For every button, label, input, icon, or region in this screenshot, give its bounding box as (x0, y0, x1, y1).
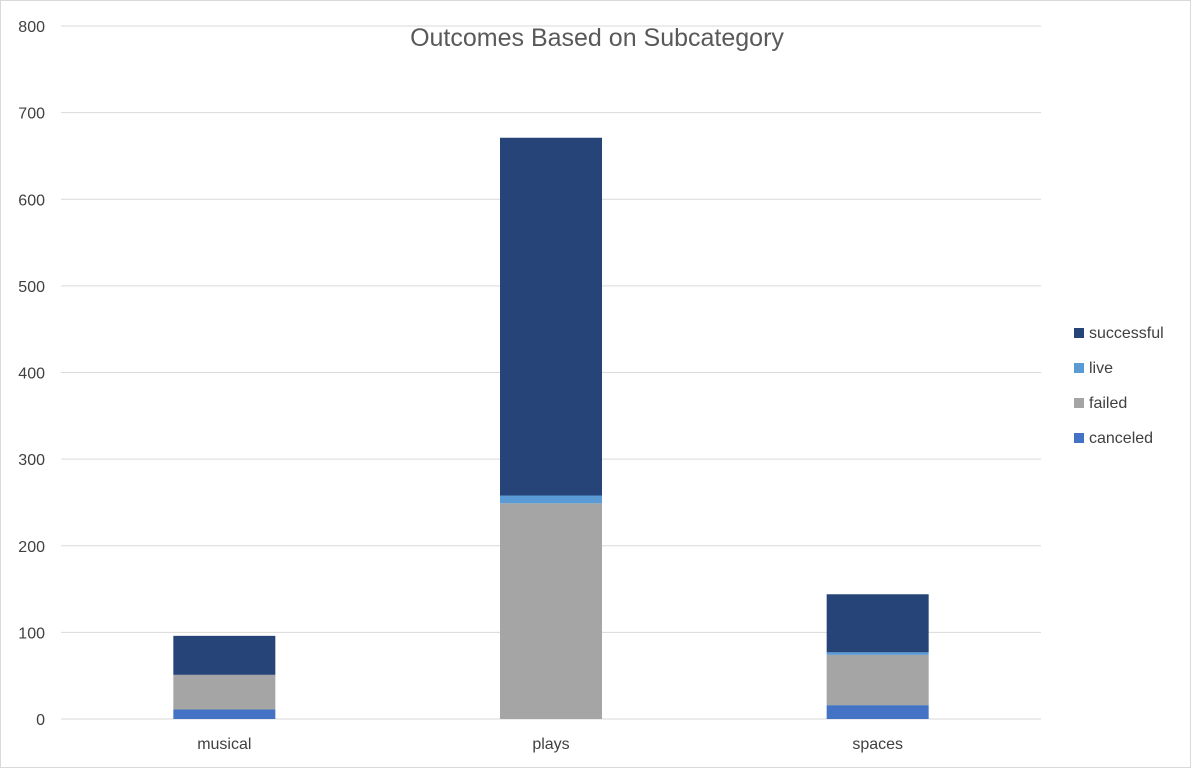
legend-swatch-successful (1074, 328, 1084, 338)
x-tick-label: spaces (852, 736, 903, 753)
bar-musical-failed (173, 674, 276, 710)
bar-spaces-failed (826, 654, 929, 706)
legend-label-failed: failed (1089, 395, 1127, 412)
bar-spaces-live (826, 652, 929, 655)
legend-swatch-canceled (1074, 433, 1084, 443)
bars (173, 137, 929, 719)
bar-plays-live (500, 495, 602, 504)
y-tick-label: 200 (18, 539, 45, 556)
legend-swatch-live (1074, 363, 1084, 373)
bar-spaces-canceled (826, 705, 929, 719)
y-axis: 0 100 200 300 400 500 600 700 800 (18, 19, 45, 729)
y-tick-label: 0 (36, 712, 45, 729)
bar-plays-successful (500, 137, 602, 496)
y-tick-label: 300 (18, 452, 45, 469)
x-tick-label: musical (197, 736, 251, 753)
y-tick-label: 600 (18, 192, 45, 209)
chart-title: Outcomes Based on Subcategory (410, 24, 784, 52)
y-tick-label: 400 (18, 366, 45, 383)
legend-label-live: live (1089, 360, 1113, 377)
y-tick-label: 100 (18, 625, 45, 642)
x-tick-label: plays (532, 736, 569, 753)
y-tick-label: 800 (18, 19, 45, 36)
y-tick-label: 500 (18, 279, 45, 296)
bar-musical-successful (173, 635, 276, 675)
legend-label-canceled: canceled (1089, 430, 1153, 447)
bar-spaces-successful (826, 594, 929, 653)
bar-plays-failed (500, 503, 602, 719)
legend-label-successful: successful (1089, 325, 1164, 342)
x-axis: musical plays spaces (197, 736, 903, 753)
y-tick-label: 700 (18, 106, 45, 123)
legend-swatch-failed (1074, 398, 1084, 408)
bar-musical-canceled (173, 709, 276, 719)
legend: successful live failed canceled (1074, 325, 1164, 447)
